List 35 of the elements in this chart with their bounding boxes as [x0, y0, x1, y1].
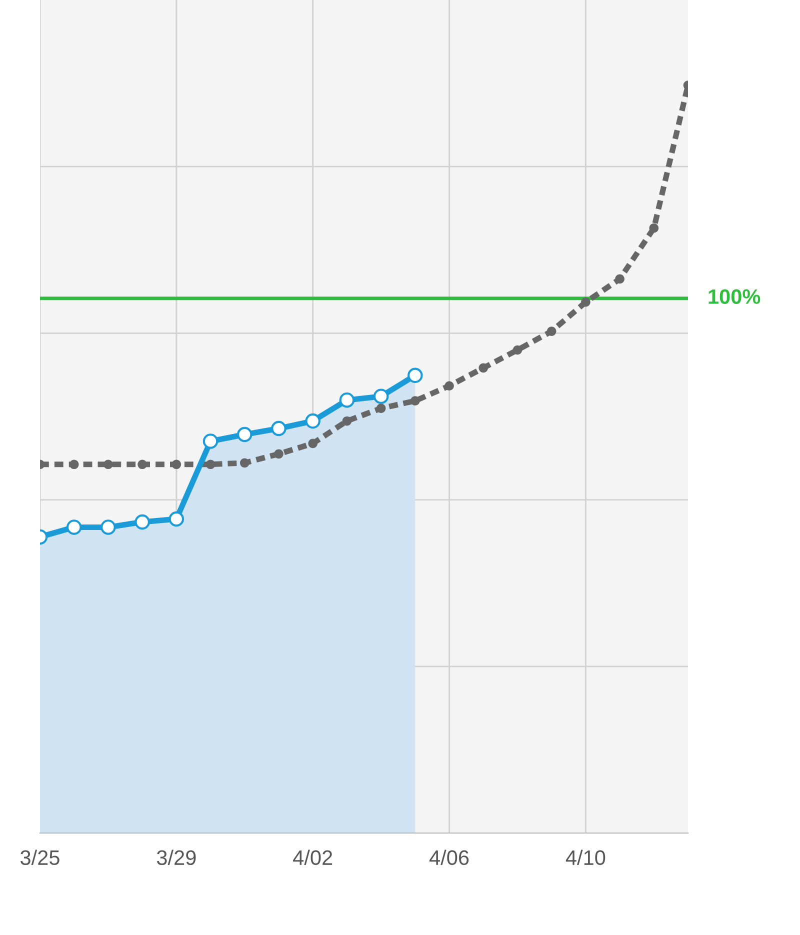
point: [305, 413, 320, 429]
x-tick-label: 3/29: [156, 850, 196, 866]
point: [271, 420, 286, 436]
point: [649, 223, 659, 233]
point: [134, 514, 150, 530]
point: [237, 426, 252, 442]
point: [376, 404, 386, 413]
annotation: 100%: [708, 289, 760, 304]
point: [546, 326, 556, 336]
x-tick-label: 4/10: [566, 850, 606, 866]
point: [100, 520, 116, 535]
point: [104, 460, 113, 470]
point: [308, 438, 318, 448]
point: [168, 511, 184, 527]
point: [581, 297, 590, 307]
point: [206, 460, 216, 470]
point: [66, 520, 82, 535]
point: [339, 392, 355, 408]
point: [240, 458, 250, 468]
point: [615, 274, 624, 284]
point: [373, 388, 389, 404]
point: [342, 416, 352, 426]
x-tick-label: 4/02: [293, 850, 332, 866]
point: [69, 460, 79, 470]
x-tick-label: 3/25: [20, 850, 60, 866]
point: [274, 449, 284, 459]
point: [410, 396, 420, 406]
point: [444, 381, 454, 391]
point: [408, 368, 423, 384]
point: [202, 434, 218, 449]
point: [172, 460, 182, 470]
point: [512, 345, 522, 355]
point: [478, 363, 488, 373]
point: [138, 460, 147, 470]
x-tick-label: 4/06: [429, 850, 469, 866]
